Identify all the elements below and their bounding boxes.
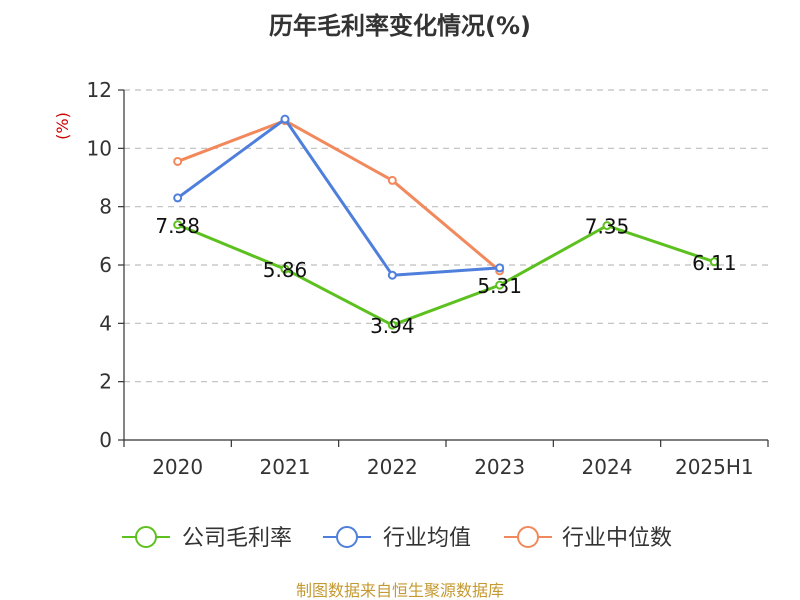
x-tick-label: 2023 [474, 455, 525, 479]
data-label: 7.35 [585, 215, 630, 239]
y-tick-label: 8 [99, 195, 112, 219]
source-note: 制图数据来自恒生聚源数据库 [296, 581, 504, 600]
data-point [173, 220, 183, 230]
data-point [495, 280, 505, 290]
data-point [173, 193, 183, 203]
legend-marker-2 [336, 526, 358, 548]
data-point [280, 264, 290, 274]
data-point [280, 114, 290, 124]
legend-marker-1 [135, 526, 157, 548]
data-point [709, 257, 719, 267]
y-tick-label: 6 [99, 253, 112, 277]
data-label: 6.11 [692, 251, 737, 275]
x-tick-label: 2022 [367, 455, 418, 479]
y-axis-label: (%) [53, 112, 72, 140]
data-point [602, 221, 612, 231]
series-line-1 [176, 223, 716, 327]
chart-title: 历年毛利率变化情况(%) [269, 12, 531, 40]
legend-label-2: 行业均值 [383, 526, 471, 551]
legend-label-1: 公司毛利率 [182, 526, 292, 551]
data-label: 5.31 [477, 274, 522, 298]
x-tick-label: 2025H1 [675, 455, 754, 479]
data-point [387, 270, 397, 280]
x-tick-label: 2020 [152, 455, 203, 479]
data-label: 5.86 [263, 258, 308, 282]
data-label: 3.94 [370, 314, 415, 338]
data-point [387, 175, 397, 185]
y-tick-label: 0 [99, 428, 112, 452]
data-point [173, 156, 183, 166]
data-label: 7.38 [155, 214, 200, 238]
series-line-3 [176, 119, 502, 273]
x-tick-label: 2024 [582, 455, 633, 479]
y-tick-label: 12 [87, 78, 112, 102]
x-tick-label: 2021 [260, 455, 311, 479]
y-tick-label: 4 [99, 311, 112, 335]
data-point [495, 263, 505, 273]
legend-label-3: 行业中位数 [562, 526, 672, 551]
y-tick-label: 2 [99, 370, 112, 394]
series-line-2 [176, 117, 502, 277]
y-tick-label: 10 [87, 136, 112, 160]
data-point [387, 320, 397, 330]
legend-marker-3 [517, 526, 539, 548]
